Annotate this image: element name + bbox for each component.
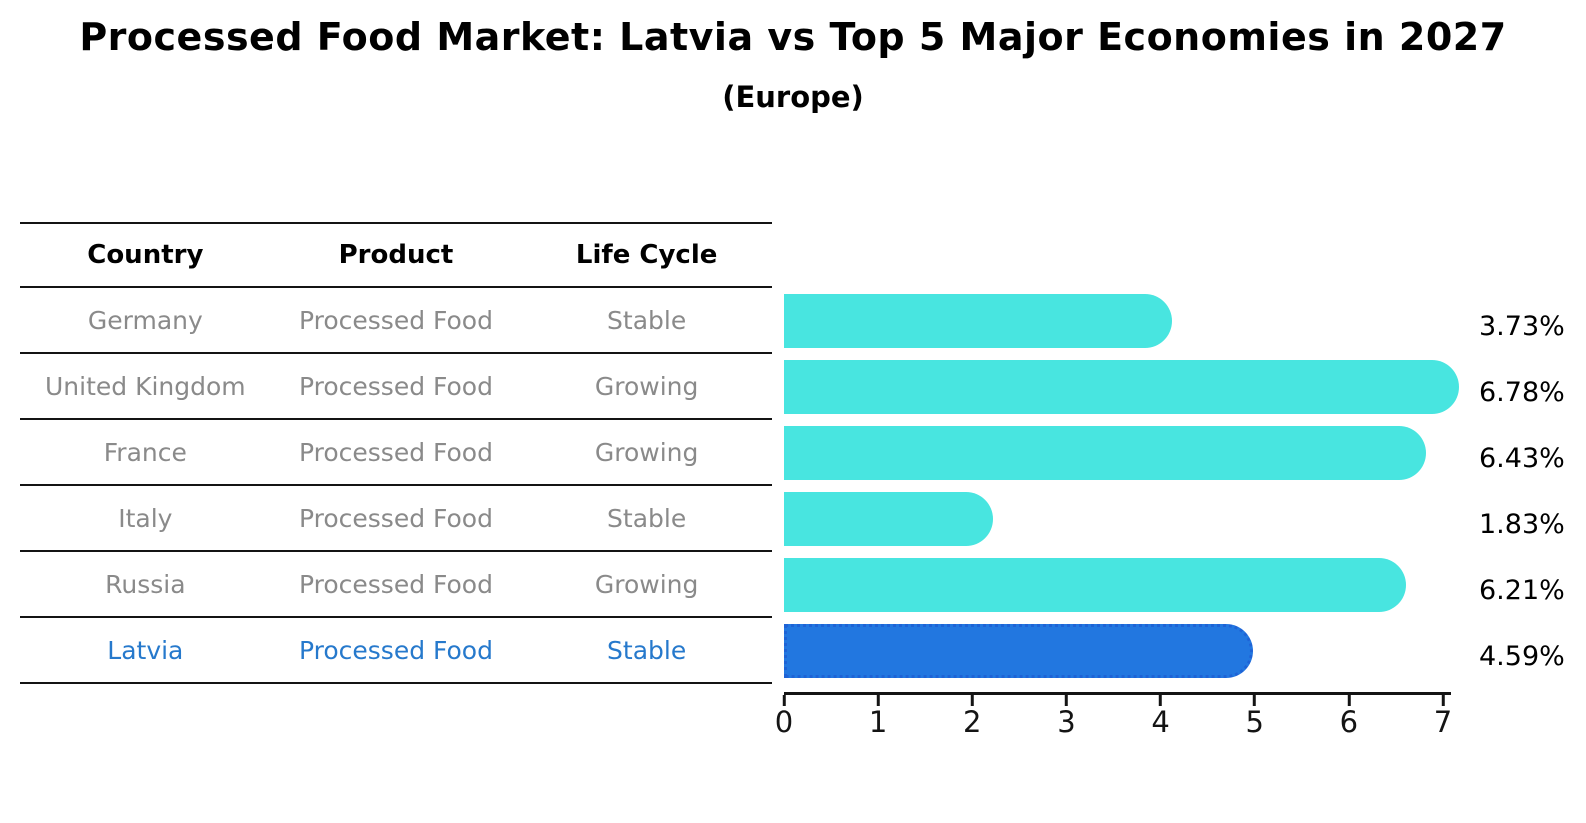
table-row-france: France Processed Food Growing [20,420,772,486]
value-label-united-kingdom: 6.78% [1479,376,1565,408]
cell-product: Processed Food [298,371,493,401]
tick-label: 5 [1245,705,1264,739]
tick-label: 1 [868,705,888,739]
cell-country: Italy [118,503,173,533]
cell-life-cycle: Stable [607,305,687,335]
value-label-france: 6.43% [1479,442,1565,474]
cell-product: Processed Food [298,305,493,335]
x-tick: 4 [1151,695,1170,739]
cell-life-cycle: Growing [594,569,699,599]
tick-label: 7 [1433,705,1453,739]
x-tick: 3 [1057,695,1076,739]
cell-country: France [103,437,187,467]
table-row-united-kingdom: United Kingdom Processed Food Growing [20,354,772,420]
bar-row [784,618,1443,684]
column-header-product: Product [338,240,454,270]
cell-country: Latvia [107,635,184,665]
x-tick: 7 [1434,695,1452,739]
cell-country: United Kingdom [44,371,246,401]
tick-mark [1253,695,1257,706]
cell-country: Russia [105,569,186,599]
bar-row [784,354,1460,420]
cell-product: Processed Food [298,503,493,533]
cell-product: Processed Food [298,437,493,467]
column-header-life-cycle: Life Cycle [575,240,718,270]
bar-latvia-highlighted [784,624,1254,678]
table-row-italy: Italy Processed Food Stable [20,486,772,552]
tick-mark [1159,695,1163,706]
cell-life-cycle: Stable [607,503,687,533]
bar-row [784,552,1443,618]
table-row-russia: Russia Processed Food Growing [20,552,772,618]
x-tick: 2 [963,695,982,739]
tick-mark [970,695,974,706]
bar-row [784,420,1443,486]
bar-russia [784,558,1406,612]
cell-life-cycle: Stable [607,635,687,665]
bar-united-kingdom [784,360,1460,414]
bar-france [784,426,1427,480]
tick-label: 3 [1057,705,1076,739]
table-header-row: Country Product Life Cycle [20,222,772,288]
chart-title: Processed Food Market: Latvia vs Top 5 M… [79,15,1507,59]
value-label-column: 3.73% 6.78% 6.43% 1.83% 6.21% 4.59% [1479,288,1585,684]
value-label-germany: 3.73% [1479,310,1565,342]
value-label-russia: 6.21% [1479,574,1565,606]
x-axis: 0 1 2 3 4 5 6 7 [775,692,1452,752]
tick-mark [1347,695,1351,706]
country-table: Country Product Life Cycle Germany Proce… [20,222,772,684]
x-tick: 1 [869,695,887,739]
cell-product: Processed Food [298,635,493,665]
tick-mark [1441,695,1445,706]
value-label-italy: 1.83% [1479,508,1565,540]
table-row-germany: Germany Processed Food Stable [20,288,772,354]
cell-country: Germany [87,305,203,335]
tick-label: 0 [774,705,794,739]
tick-mark [876,695,880,706]
bar-italy [784,492,994,546]
x-tick: 5 [1245,695,1264,739]
chart-subtitle: (Europe) [722,80,864,114]
bar-row [784,288,1443,354]
tick-label: 2 [963,705,982,739]
table-row-latvia: Latvia Processed Food Stable [20,618,772,684]
cell-life-cycle: Growing [594,371,699,401]
tick-label: 4 [1151,705,1170,739]
x-tick: 0 [775,695,793,739]
cell-product: Processed Food [298,569,493,599]
bar-chart [784,288,1460,684]
cell-life-cycle: Growing [594,437,699,467]
value-label-latvia: 4.59% [1479,640,1565,672]
bar-row [784,486,1443,552]
column-header-country: Country [87,240,204,270]
x-tick: 6 [1340,695,1358,739]
bar-germany [784,294,1173,348]
tick-mark [782,695,786,706]
tick-mark [1064,695,1068,706]
x-axis-line [784,692,1451,695]
tick-label: 6 [1339,705,1359,739]
